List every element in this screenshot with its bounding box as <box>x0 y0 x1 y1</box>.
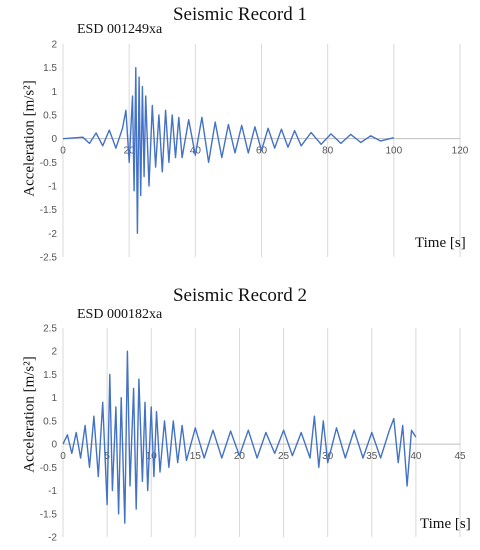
x-tick-label-2: 5 <box>104 451 110 462</box>
x-tick-label-2: 15 <box>190 451 202 462</box>
y-axis-label-2: Acceleration [m/s²] <box>21 356 38 473</box>
y-tick-label-1: -2 <box>48 229 57 240</box>
x-tick-label-1: 60 <box>256 146 268 157</box>
chart-plot-1: -2.5-2-1.5-1-0.500.511.520 20 40 60 80 100 120 <box>40 40 469 264</box>
record-code-1: ESD 001249xa <box>77 22 163 37</box>
x-tick-label-2: 40 <box>410 451 422 462</box>
y-tick-label-2: 0.5 <box>43 416 57 427</box>
x-tick-label-1: 0 <box>60 146 66 157</box>
chart-title-2: Seismic Record 2 <box>172 285 308 306</box>
y-tick-label-1: -1.5 <box>40 205 58 216</box>
y-tick-label-1: 1.5 <box>43 63 57 74</box>
x-tick-label-2: 20 <box>234 451 246 462</box>
y-tick-label-2: 2.5 <box>43 324 57 335</box>
record-code-2: ESD 000182xa <box>77 307 163 322</box>
y-tick-label-2: -1 <box>48 486 57 497</box>
x-tick-label-2: 30 <box>322 451 334 462</box>
x-tick-label-2: 0 <box>60 451 66 462</box>
y-tick-label-1: 0.5 <box>43 111 57 122</box>
chart-title-1: Seismic Record 1 <box>172 4 308 25</box>
x-tick-label-2: 45 <box>454 451 466 462</box>
x-axis-label-2: Time [s] <box>420 516 471 532</box>
chart-panel-2: -2 -1.5 -1 -0.5 0 0.5 1 1.5 2 2.5 0 5 10 15 20 25 30 35 40… <box>0 283 480 550</box>
y-tick-label-1: -2.5 <box>40 253 58 264</box>
chart-panel-1: -2.5 -2 -1.5 -1 -0.5 0 0.5 1 1.5 2 0 20 40 60 80 100 120… <box>0 0 480 272</box>
y-tick-label-2: 1.5 <box>43 370 57 381</box>
x-tick-label-2: 10 <box>146 451 158 462</box>
y-tick-label-2: 0 <box>51 440 57 451</box>
y-tick-label-2: -2 <box>48 533 57 544</box>
y-tick-label-1: -1 <box>48 182 57 193</box>
x-tick-label-1: 120 <box>452 146 469 157</box>
series-line-1 <box>62 66 394 235</box>
x-tick-label-2: 25 <box>278 451 290 462</box>
y-tick-label-1: 2 <box>51 40 57 51</box>
y-tick-label-2: 1 <box>51 393 57 404</box>
y-tick-label-1: 0 <box>51 134 57 145</box>
series-line-2 <box>62 350 417 524</box>
x-tick-label-1: 100 <box>385 146 402 157</box>
x-tick-label-2: 35 <box>366 451 378 462</box>
chart-plot-2: -2-1.5-1-0.500.511.522.50 5 10 15 20 25 30 35 40… <box>40 324 466 544</box>
x-tick-label-1: 80 <box>322 146 334 157</box>
y-tick-label-2: -1.5 <box>40 509 58 520</box>
y-axis-label-1: Acceleration [m/s²] <box>21 80 38 197</box>
y-tick-label-2: -0.5 <box>40 463 58 474</box>
y-tick-label-2: 2 <box>51 347 57 358</box>
x-axis-label-1: Time [s] <box>415 235 466 251</box>
y-tick-label-1: 1 <box>51 87 57 98</box>
y-tick-label-1: -0.5 <box>40 158 58 169</box>
